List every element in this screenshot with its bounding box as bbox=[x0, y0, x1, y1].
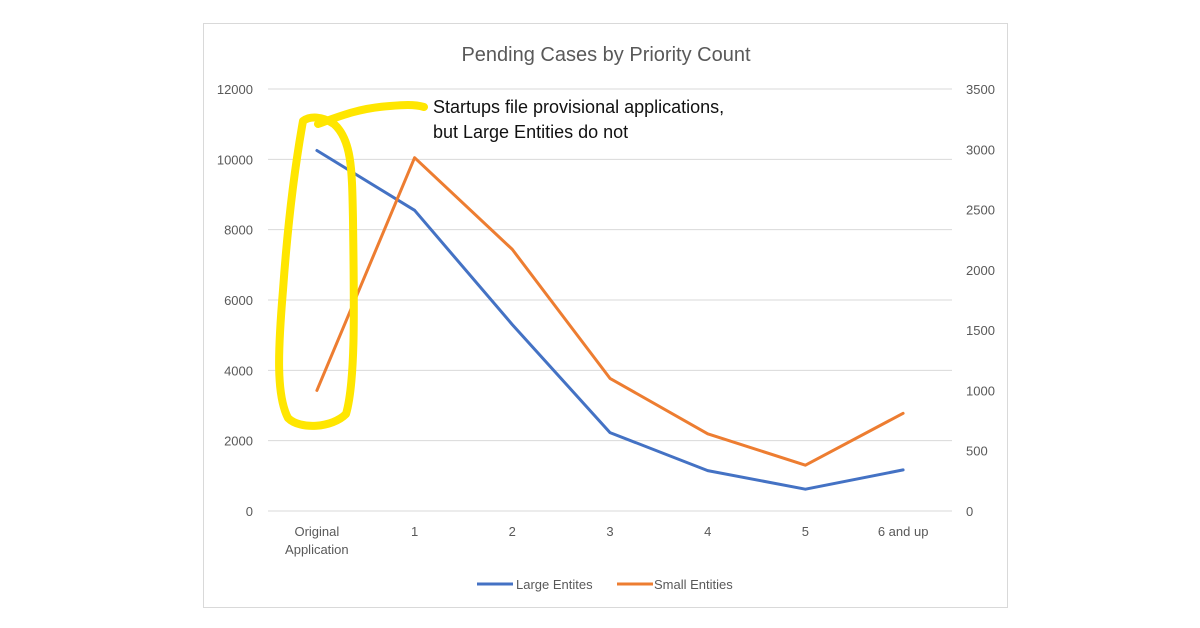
left-axis-tick-label: 6000 bbox=[224, 293, 253, 308]
gridlines bbox=[268, 88, 952, 512]
legend: Large Entites Small Entities bbox=[477, 577, 733, 592]
x-axis-tick-label: Original bbox=[294, 524, 339, 539]
highlight-oval bbox=[275, 113, 358, 430]
left-axis-tick-label: 10000 bbox=[217, 152, 253, 167]
annotation-highlight bbox=[275, 101, 428, 430]
right-axis-tick-label: 2000 bbox=[966, 263, 995, 278]
right-axis-tick-label: 500 bbox=[966, 444, 988, 459]
x-axis-tick-label: 5 bbox=[802, 524, 809, 539]
x-axis-tick-label: Application bbox=[285, 542, 349, 557]
x-axis-tick-label: 2 bbox=[509, 524, 516, 539]
right-axis-tick-label: 3500 bbox=[966, 82, 995, 97]
x-axis-ticks: Original Application 1 2 3 4 5 6 and up bbox=[285, 524, 928, 557]
x-axis-tick-label: 3 bbox=[606, 524, 613, 539]
right-axis-tick-label: 2500 bbox=[966, 203, 995, 218]
left-axis-tick-label: 0 bbox=[246, 504, 253, 519]
series-lines bbox=[315, 149, 905, 491]
series-line-large-entites bbox=[315, 149, 905, 491]
right-axis-tick-label: 3000 bbox=[966, 142, 995, 157]
x-axis-tick-label: 6 and up bbox=[878, 524, 929, 539]
highlight-curve bbox=[314, 101, 428, 128]
series-line-small-entities bbox=[315, 156, 905, 467]
left-axis-tick-label: 8000 bbox=[224, 223, 253, 238]
right-axis-ticks: 0 500 1000 1500 2000 2500 3000 3500 bbox=[966, 82, 995, 519]
x-axis-tick-label: 4 bbox=[704, 524, 711, 539]
left-axis-tick-label: 12000 bbox=[217, 82, 253, 97]
left-axis-ticks: 0 2000 4000 6000 8000 10000 12000 bbox=[217, 82, 253, 519]
chart-title: Pending Cases by Priority Count bbox=[461, 44, 750, 66]
x-axis-tick-label: 1 bbox=[411, 524, 418, 539]
right-axis-tick-label: 0 bbox=[966, 504, 973, 519]
right-axis-tick-label: 1000 bbox=[966, 383, 995, 398]
right-axis-tick-label: 1500 bbox=[966, 323, 995, 338]
left-axis-tick-label: 2000 bbox=[224, 434, 253, 449]
annotation-line-1: Startups file provisional applications, bbox=[433, 97, 724, 117]
legend-label-small-entities: Small Entities bbox=[654, 577, 733, 592]
annotation-line-2: but Large Entities do not bbox=[433, 122, 628, 142]
legend-label-large-entites: Large Entites bbox=[516, 577, 593, 592]
left-axis-tick-label: 4000 bbox=[224, 363, 253, 378]
